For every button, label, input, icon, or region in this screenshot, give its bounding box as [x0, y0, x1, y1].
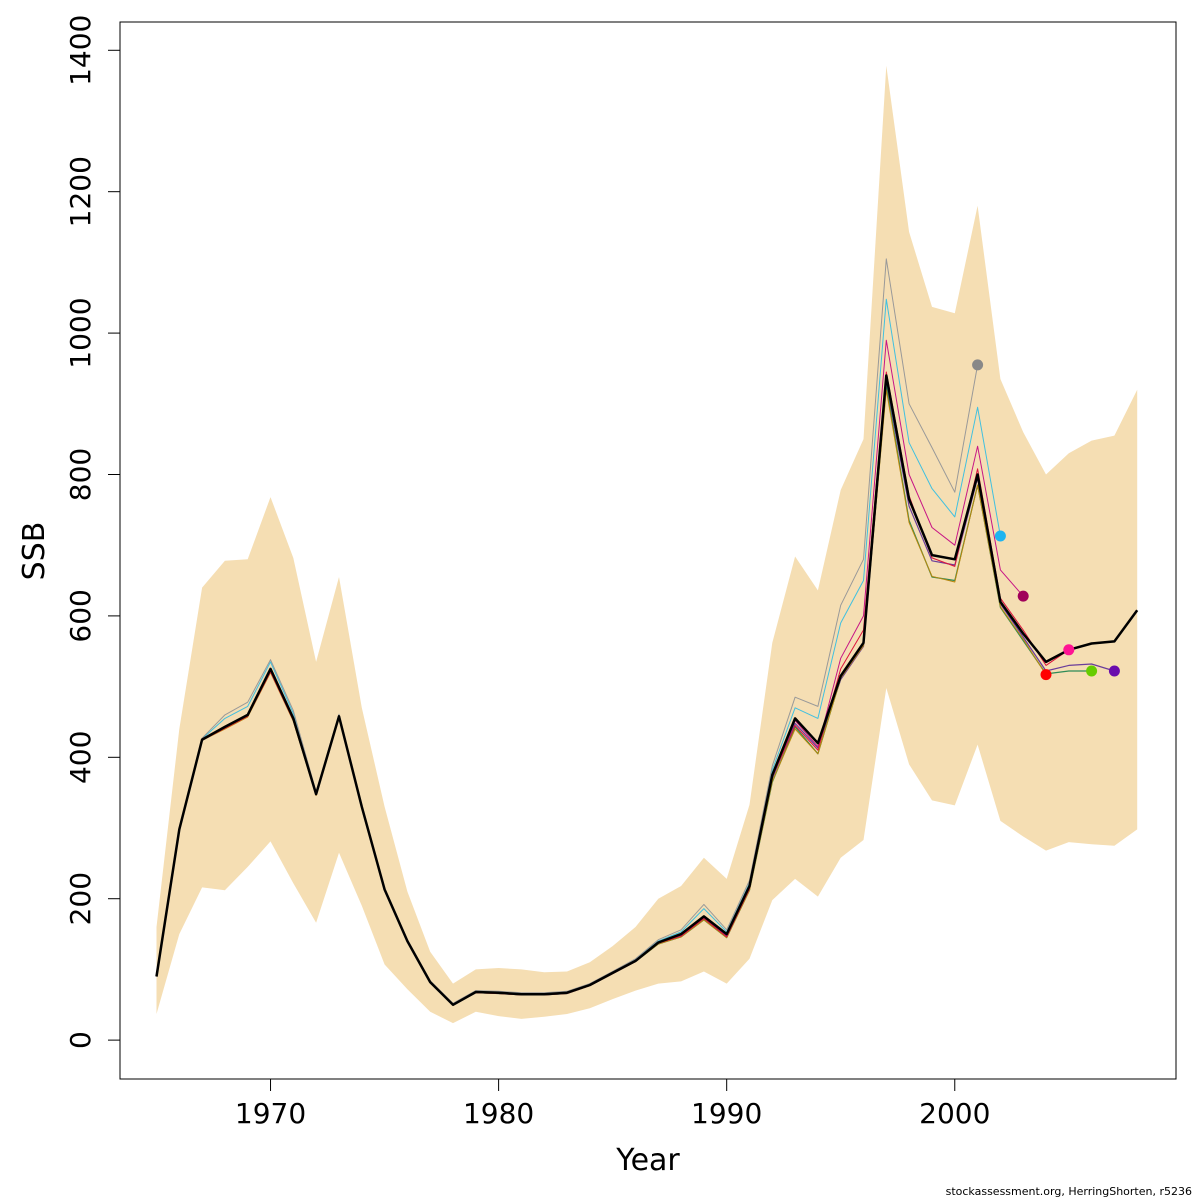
y-tick-label: 400 [64, 731, 97, 784]
series-endpoint-4 [1063, 644, 1075, 656]
series-endpoint-5 [1017, 590, 1029, 602]
series-endpoint-1 [1108, 665, 1120, 677]
y-tick-label: 1000 [64, 297, 97, 368]
y-tick-label: 600 [64, 589, 97, 642]
x-tick-label: 1990 [691, 1097, 762, 1130]
series-endpoint-3 [1040, 669, 1052, 681]
series-endpoint-6 [994, 530, 1006, 542]
series-lines [155, 258, 1139, 1007]
x-tick-label: 2000 [919, 1097, 990, 1130]
y-tick-label: 1400 [64, 15, 97, 86]
confidence-band-area [156, 65, 1138, 1024]
y-axis-title: SSB [17, 522, 52, 581]
x-tick-label: 1970 [235, 1097, 306, 1130]
x-axis-title: Year [615, 1143, 680, 1178]
confidence-band [156, 65, 1138, 1024]
series-line-7 [156, 258, 979, 1004]
series-endpoint-7 [972, 359, 984, 371]
y-tick-label: 0 [64, 1031, 97, 1049]
y-tick-label: 200 [64, 872, 97, 925]
series-endpoint-2 [1086, 665, 1098, 677]
series-endpoints [972, 359, 1120, 681]
footnote: stockassessment.org, HerringShorten, r52… [945, 1185, 1192, 1198]
series-line-0 [155, 374, 1139, 1007]
x-axis: 1970 1980 1990 2000 [235, 1078, 990, 1130]
y-tick-label: 800 [64, 448, 97, 501]
y-tick-label: 1200 [64, 156, 97, 227]
y-axis: 0 200 400 600 800 1000 1200 1400 [64, 15, 121, 1049]
x-tick-label: 1980 [463, 1097, 534, 1130]
